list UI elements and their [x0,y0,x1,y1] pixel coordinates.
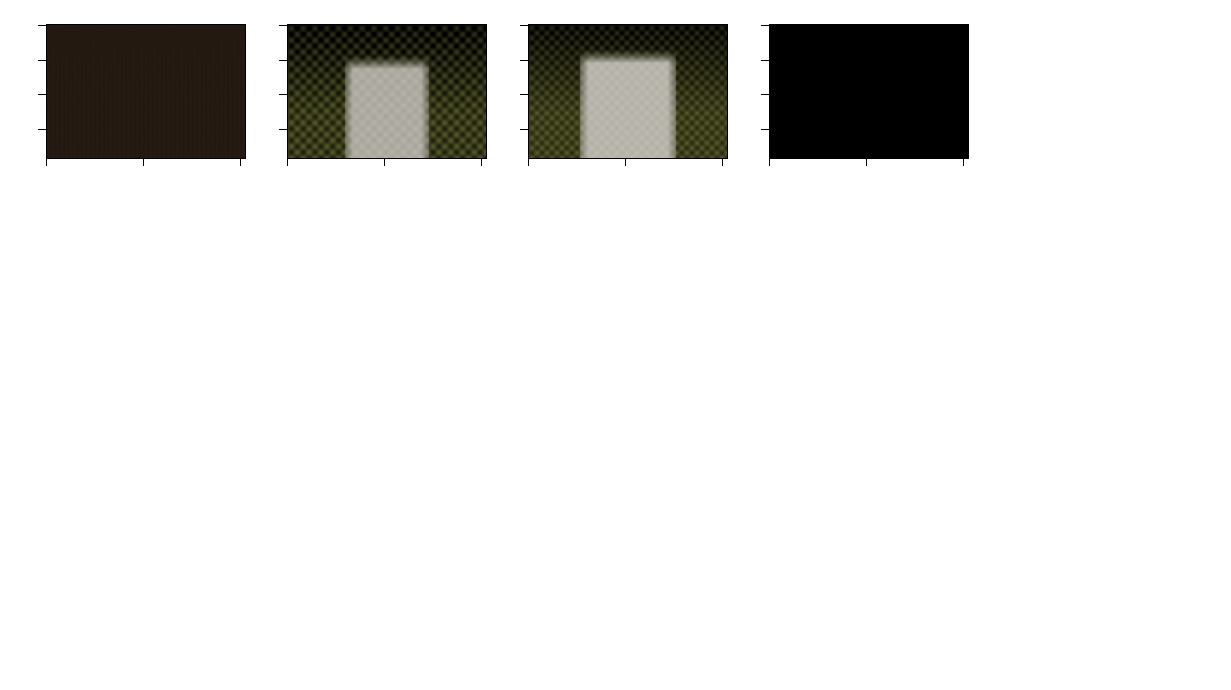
y-tick-mark [761,59,769,61]
y-tick-mark [520,59,528,61]
y-tick-mark [38,94,46,96]
image-axes [46,24,246,159]
y-tick-mark [38,25,46,27]
x-tick-mark [528,158,530,166]
x-tick-mark [480,158,482,166]
x-tick-mark [624,158,626,166]
image-axes [287,24,487,159]
y-tick-mark [38,128,46,131]
y-tick-mark [761,94,769,96]
image-axes [769,24,969,159]
rendered-image [529,25,727,158]
rendered-image [770,25,968,158]
y-tick-mark [279,128,287,131]
subplot-panel [482,0,728,230]
x-tick-mark [721,158,723,166]
subplot-panel [723,0,969,230]
y-tick-mark [38,59,46,61]
x-tick-mark [383,158,385,166]
x-tick-mark [287,158,289,166]
y-tick-mark [520,94,528,96]
rendered-image [47,25,245,158]
y-tick-mark [279,25,287,27]
y-tick-mark [520,25,528,27]
y-tick-mark [761,128,769,131]
subplot-panel [241,0,487,230]
y-tick-mark [279,94,287,96]
rendered-image [288,25,486,158]
image-axes [528,24,728,159]
y-tick-mark [761,25,769,27]
y-tick-mark [520,128,528,131]
x-tick-mark [769,158,771,166]
y-tick-mark [279,59,287,61]
x-tick-mark [865,158,867,166]
x-tick-mark [239,158,241,166]
subplot-panel [0,0,246,230]
x-tick-mark [962,158,964,166]
x-tick-mark [142,158,144,166]
x-tick-mark [46,158,48,166]
